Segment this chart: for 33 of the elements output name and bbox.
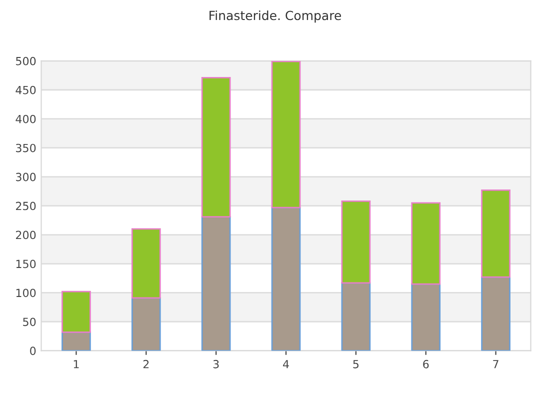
y-tick-label: 500 <box>16 56 36 66</box>
bar <box>62 290 91 333</box>
x-tick-label: 7 <box>493 360 498 368</box>
bar <box>481 189 510 278</box>
y-tick-label: 300 <box>16 172 36 182</box>
bar <box>131 297 161 351</box>
bar <box>271 60 301 208</box>
y-tick-label: 350 <box>16 144 36 152</box>
y-tick-label: 50 <box>23 318 36 326</box>
bar <box>201 77 231 218</box>
bar <box>411 283 441 351</box>
chart-title: Finasteride. Compare <box>210 10 341 23</box>
y-tick-label: 400 <box>16 114 36 124</box>
bar <box>131 228 161 299</box>
x-tick-label: 3 <box>213 360 219 368</box>
bar <box>481 276 510 351</box>
bar <box>62 331 91 351</box>
bar <box>341 200 371 284</box>
x-tick-label: 6 <box>423 360 429 368</box>
bar <box>201 216 231 351</box>
x-tick-label: 1 <box>74 360 79 368</box>
y-tick-label: 200 <box>16 230 36 240</box>
x-tick-label: 2 <box>143 360 149 368</box>
y-tick-label: 150 <box>16 260 36 268</box>
bar <box>271 206 301 351</box>
y-tick-label: 250 <box>16 202 36 210</box>
bar <box>341 282 371 351</box>
x-tick-label: 4 <box>283 360 289 368</box>
y-tick-label: 100 <box>16 288 36 298</box>
y-tick-label: 450 <box>16 86 36 94</box>
bar <box>411 202 441 285</box>
y-tick-label: 0 <box>30 346 36 356</box>
x-tick-label: 5 <box>353 360 358 368</box>
